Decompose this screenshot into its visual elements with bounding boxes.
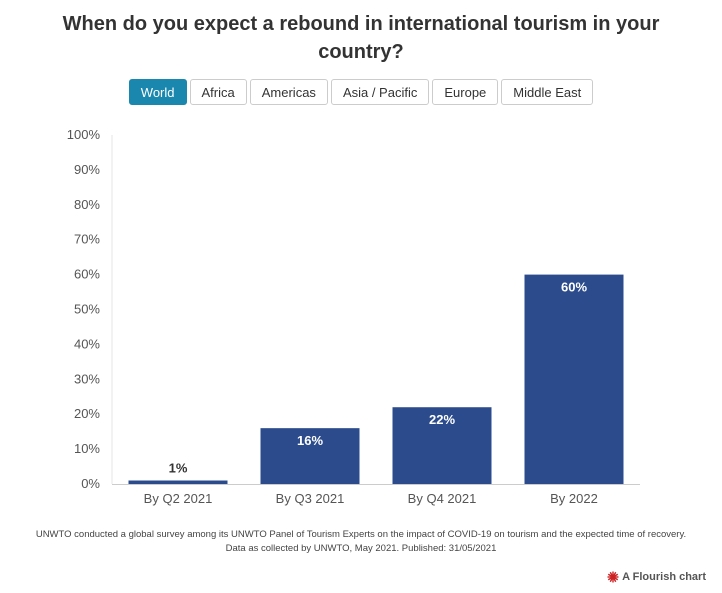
y-tick-label: 20%: [74, 406, 100, 421]
y-tick-label: 100%: [67, 127, 101, 142]
bar-value-label: 60%: [561, 280, 587, 295]
y-tick-label: 80%: [74, 197, 100, 212]
flourish-credit-label: A Flourish chart: [622, 571, 706, 583]
bar: [128, 480, 228, 484]
bar-value-label: 16%: [297, 433, 323, 448]
y-tick-label: 70%: [74, 232, 100, 247]
y-tick-label: 0%: [81, 476, 100, 491]
tab-middle-east[interactable]: Middle East: [501, 79, 594, 105]
y-tick-label: 30%: [74, 371, 100, 386]
tab-africa[interactable]: Africa: [189, 79, 247, 105]
bar: [392, 407, 492, 484]
bar-chart: 0% 10% 20% 30% 40% 50% 60% 70% 80% 90% 100% 1% By Q2…: [67, 127, 640, 506]
bar: [260, 428, 360, 484]
footnote-line-2: Data as collected by UNWTO, May 2021. Pu…: [225, 543, 497, 554]
bar-value-label: 1%: [169, 461, 188, 476]
chart-title: When do you expect a rebound in internat…: [62, 13, 660, 63]
y-tick-label: 60%: [74, 267, 100, 282]
tab-europe[interactable]: Europe: [432, 79, 499, 105]
y-tick-label: 90%: [74, 162, 100, 177]
x-tick-label: By Q4 2021: [408, 491, 477, 506]
x-tick-label: By Q3 2021: [276, 491, 345, 506]
tab-americas[interactable]: Americas: [249, 79, 328, 105]
y-tick-label: 40%: [74, 336, 100, 351]
tab-world[interactable]: World: [128, 79, 187, 105]
flourish-credit[interactable]: A Flourish chart: [607, 571, 706, 583]
footnote-line-1: UNWTO conducted a global survey among it…: [35, 529, 687, 540]
bar: [524, 274, 624, 484]
y-tick-label: 50%: [74, 302, 100, 317]
footnote: UNWTO conducted a global survey among it…: [0, 528, 722, 556]
y-tick-label: 10%: [74, 441, 100, 456]
region-tabs: World Africa Americas Asia / Pacific Eur…: [0, 79, 722, 105]
x-tick-label: By Q2 2021: [144, 491, 213, 506]
flourish-logo-icon: [607, 571, 619, 583]
tab-asia-pacific[interactable]: Asia / Pacific: [330, 79, 430, 105]
bar-value-label: 22%: [429, 412, 455, 427]
x-tick-label: By 2022: [550, 491, 598, 506]
